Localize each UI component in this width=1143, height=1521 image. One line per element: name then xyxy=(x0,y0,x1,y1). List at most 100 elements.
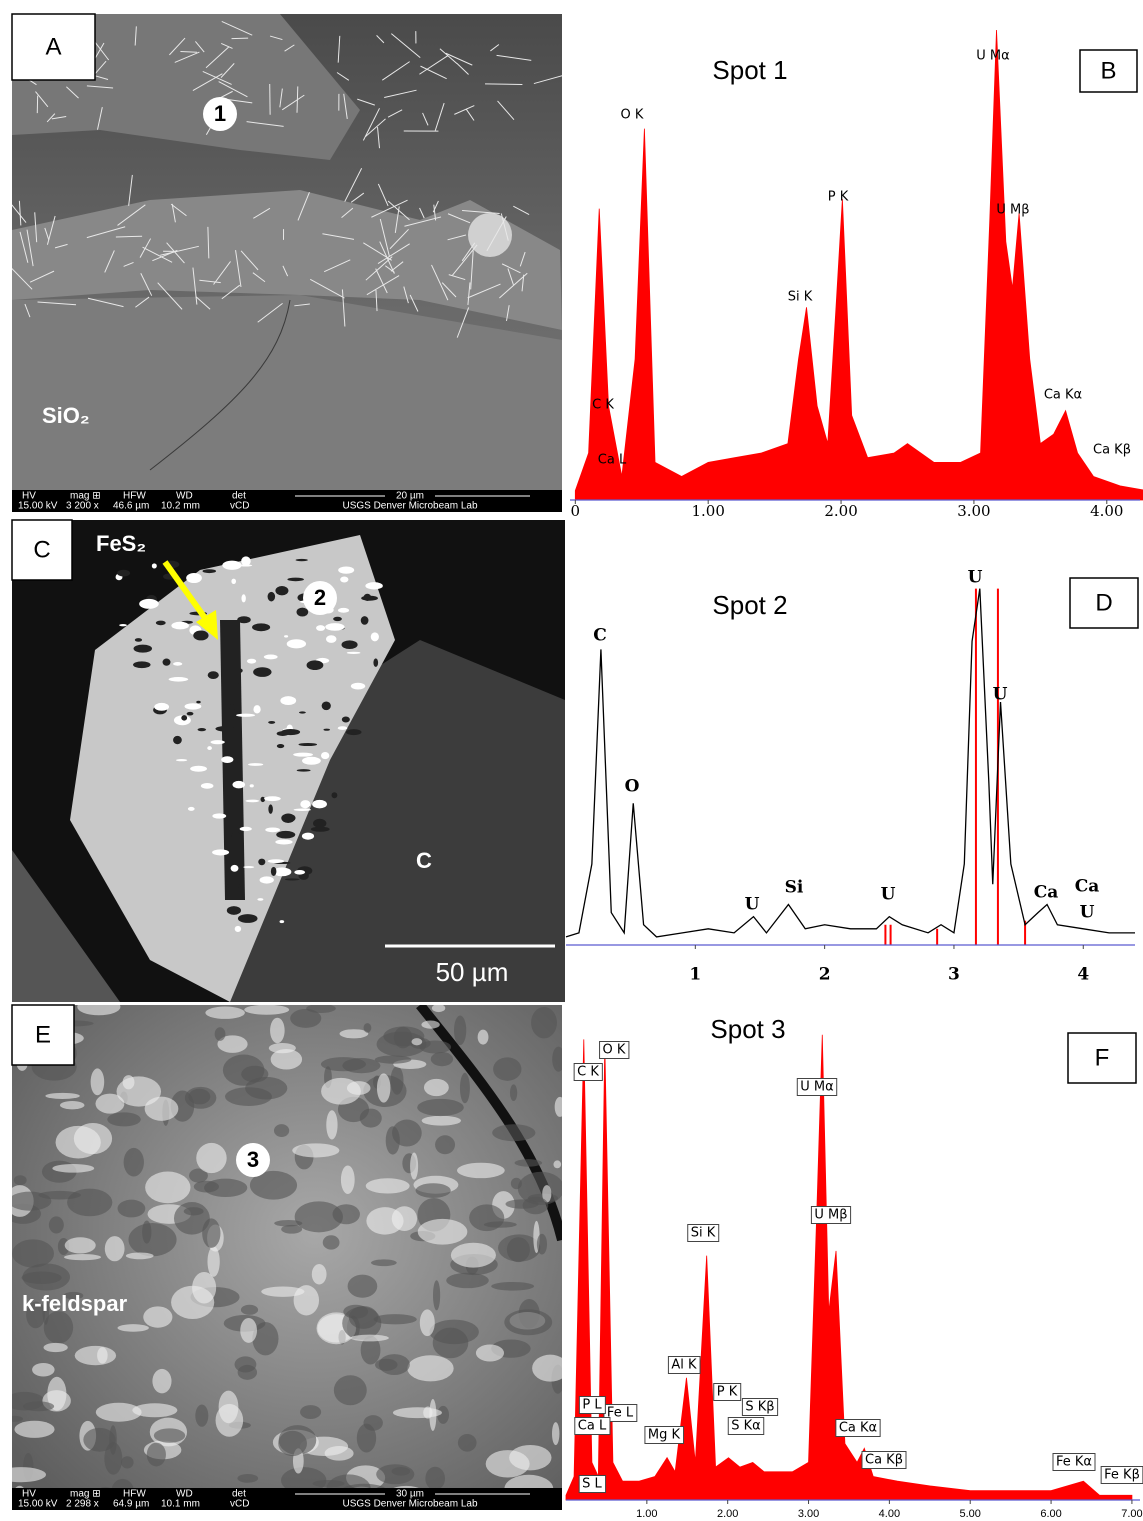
texture xyxy=(105,1236,125,1261)
scale-label: 50 µm xyxy=(436,957,509,987)
texture xyxy=(14,1175,27,1185)
texture xyxy=(371,1259,397,1266)
texture xyxy=(195,1404,208,1426)
texture xyxy=(386,1126,400,1154)
texture xyxy=(338,608,349,613)
panel-label: E xyxy=(35,1021,51,1048)
peak-annotation: U xyxy=(745,895,760,915)
texture xyxy=(350,1335,389,1342)
texture xyxy=(14,1421,54,1438)
panel-label: C xyxy=(33,536,50,563)
peak-label: S Kβ xyxy=(745,1400,774,1415)
texture xyxy=(241,594,245,602)
texture xyxy=(277,744,284,748)
texture xyxy=(313,1480,345,1487)
peak-annotation: U xyxy=(993,685,1008,705)
texture xyxy=(375,1055,412,1063)
peak-annotation: Ca Kα xyxy=(836,1420,880,1437)
texture xyxy=(226,884,241,888)
texture xyxy=(212,813,226,818)
texture xyxy=(196,701,200,704)
peak-label: Ca Kα xyxy=(1044,388,1082,403)
texture xyxy=(185,703,202,709)
peak-annotation: Ca Kβ xyxy=(1093,443,1131,458)
databar-value: 2 298 x xyxy=(66,1499,99,1510)
texture xyxy=(371,632,379,641)
peak-label: Ca Kα xyxy=(839,1421,877,1436)
peak-label: O xyxy=(625,777,640,797)
x-tick-label: 4.00 xyxy=(1090,502,1123,520)
databar-value: vCD xyxy=(230,501,249,512)
texture xyxy=(493,1057,521,1080)
peak-annotation: C xyxy=(593,626,607,646)
peak-label: Ca L xyxy=(578,1419,607,1434)
sem-image-a xyxy=(7,14,571,512)
texture xyxy=(240,1318,257,1343)
texture xyxy=(392,1206,417,1231)
texture xyxy=(300,800,310,808)
texture xyxy=(176,759,187,761)
peak-annotation: O xyxy=(625,777,640,797)
texture xyxy=(341,1165,355,1193)
texture xyxy=(75,1346,116,1365)
texture xyxy=(323,1235,340,1249)
texture xyxy=(333,617,342,621)
x-tick-label: 2.00 xyxy=(717,1508,738,1520)
texture xyxy=(207,1246,219,1276)
texture xyxy=(425,1467,445,1491)
x-tick-label: 3.00 xyxy=(798,1508,819,1520)
texture xyxy=(188,807,195,811)
databar-value: 10.2 mm xyxy=(161,501,200,512)
texture xyxy=(107,1112,141,1126)
texture xyxy=(460,1073,470,1103)
texture xyxy=(268,721,275,724)
texture xyxy=(295,1201,343,1232)
material-label: SiO₂ xyxy=(42,403,90,428)
texture xyxy=(156,621,166,626)
texture xyxy=(237,668,242,672)
texture xyxy=(293,753,313,757)
texture xyxy=(225,794,243,803)
texture xyxy=(208,671,219,679)
texture xyxy=(268,859,285,863)
x-tick-label: 3 xyxy=(948,965,960,985)
texture xyxy=(418,1219,468,1245)
spot-label: 1 xyxy=(214,101,226,126)
texture xyxy=(91,1068,105,1095)
texture xyxy=(117,1324,148,1332)
peak-annotation: Si K xyxy=(688,1225,719,1242)
texture xyxy=(268,804,273,814)
texture xyxy=(22,1272,62,1284)
texture xyxy=(294,808,311,811)
databar-value: 10.1 mm xyxy=(161,1499,200,1510)
texture xyxy=(252,623,270,631)
peak-label: P K xyxy=(828,190,849,205)
peak-label: U xyxy=(1080,903,1095,923)
texture xyxy=(338,726,347,730)
texture xyxy=(332,792,338,798)
texture xyxy=(268,592,275,602)
peak-annotation: S Kβ xyxy=(742,1399,777,1416)
texture xyxy=(407,1355,453,1381)
peak-label: O K xyxy=(621,108,644,123)
texture xyxy=(552,1047,565,1072)
texture xyxy=(145,1097,179,1121)
texture xyxy=(238,1365,257,1380)
texture xyxy=(226,762,241,770)
texture xyxy=(104,1442,122,1474)
texture xyxy=(235,926,241,932)
texture xyxy=(307,660,324,670)
texture xyxy=(298,743,317,746)
peak-label: U xyxy=(745,895,760,915)
peak-label: P L xyxy=(582,1398,602,1413)
texture xyxy=(126,1252,154,1259)
peak-label: C K xyxy=(592,398,614,413)
texture xyxy=(203,569,217,573)
texture xyxy=(454,1015,466,1045)
texture xyxy=(325,1446,354,1461)
peak-annotation: Ca L xyxy=(598,453,627,468)
x-tick-label: 2 xyxy=(819,965,831,985)
databar-value: 15.00 kV xyxy=(18,1499,58,1510)
panel-label: F xyxy=(1095,1044,1110,1071)
texture xyxy=(311,827,330,832)
